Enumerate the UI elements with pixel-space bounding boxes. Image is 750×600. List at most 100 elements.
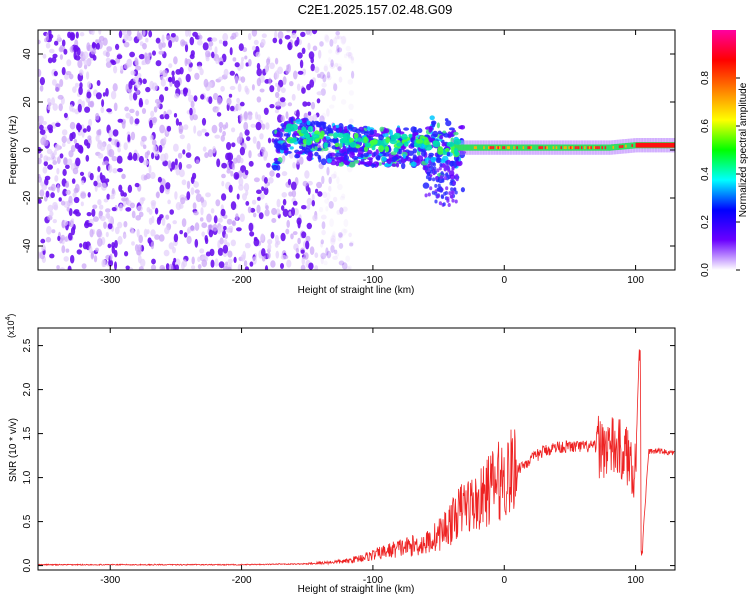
noise-speckle <box>246 136 251 142</box>
noise-speckle <box>305 235 311 242</box>
noise-speckle <box>131 241 135 246</box>
noise-speckle <box>310 63 315 72</box>
noise-speckle <box>309 246 315 256</box>
noise-speckle <box>335 31 341 36</box>
noise-speckle <box>95 247 99 252</box>
noise-speckle <box>332 231 336 238</box>
noise-speckle <box>38 68 42 77</box>
noise-speckle <box>43 161 48 167</box>
noise-speckle <box>320 241 324 248</box>
noise-speckle <box>300 264 306 270</box>
band-core <box>519 144 522 151</box>
signal-cloud-cell <box>299 122 304 129</box>
noise-speckle <box>122 192 127 197</box>
noise-speckle <box>235 213 239 221</box>
noise-speckle <box>265 122 270 130</box>
noise-speckle <box>321 112 327 119</box>
noise-speckle <box>337 66 342 72</box>
signal-tail-cell <box>436 168 440 173</box>
noise-speckle <box>61 129 68 136</box>
band-core <box>558 144 561 151</box>
noise-speckle <box>245 189 249 196</box>
noise-speckle <box>243 183 250 192</box>
signal-tail-cell <box>434 199 438 204</box>
heat-cells <box>38 30 675 270</box>
noise-speckle <box>191 265 196 270</box>
noise-speckle <box>297 52 303 59</box>
noise-speckle <box>135 81 141 89</box>
noise-speckle <box>161 34 165 44</box>
noise-speckle <box>247 58 252 67</box>
noise-speckle <box>226 97 232 106</box>
signal-cloud-cell <box>412 148 417 154</box>
noise-speckle <box>173 257 177 263</box>
noise-speckle <box>261 186 265 192</box>
y-tick-label: -20 <box>22 190 33 205</box>
signal-blob <box>423 139 430 146</box>
noise-speckle <box>305 240 310 250</box>
noise-speckle <box>240 165 247 174</box>
noise-speckle <box>295 247 299 254</box>
band-peak <box>541 146 544 150</box>
noise-speckle <box>257 196 261 201</box>
noise-speckle <box>215 108 219 114</box>
noise-speckle <box>127 184 133 193</box>
noise-speckle <box>49 210 54 217</box>
noise-speckle <box>98 30 102 35</box>
noise-speckle <box>311 30 318 35</box>
noise-speckle <box>282 208 289 217</box>
noise-speckle <box>192 202 197 210</box>
noise-speckle <box>141 135 147 142</box>
signal-cloud-cell <box>308 151 313 156</box>
noise-speckle <box>197 39 203 46</box>
noise-speckle <box>274 30 278 40</box>
noise-speckle <box>159 264 165 270</box>
signal-cloud-cell <box>351 146 358 153</box>
signal-cloud-cell <box>379 126 385 132</box>
signal-tail-cell <box>453 161 457 166</box>
noise-speckle <box>290 233 294 240</box>
signal-blob <box>393 147 399 153</box>
noise-speckle <box>164 113 170 120</box>
noise-speckle <box>79 32 85 37</box>
noise-speckle <box>173 143 179 152</box>
noise-speckle <box>248 150 252 159</box>
noise-speckle <box>208 41 214 47</box>
noise-speckle <box>51 79 57 86</box>
band-core <box>532 144 535 151</box>
noise-speckle <box>322 191 328 198</box>
noise-speckle <box>158 144 163 153</box>
band-core <box>535 144 538 151</box>
noise-speckle <box>101 99 105 108</box>
x-tick-label: -100 <box>363 575 383 586</box>
noise-speckle <box>314 66 320 73</box>
band-core <box>634 142 637 149</box>
band-peak <box>513 146 516 150</box>
snr-line-path <box>38 349 675 567</box>
noise-speckle <box>135 110 140 117</box>
noise-speckle <box>81 100 85 108</box>
noise-speckle <box>192 114 198 121</box>
band-peak <box>604 146 607 150</box>
noise-speckle <box>319 206 324 213</box>
noise-speckle <box>125 112 131 119</box>
band-peak <box>473 146 476 150</box>
noise-speckle <box>85 154 90 162</box>
noise-speckle <box>38 174 41 179</box>
noise-speckle <box>84 221 90 229</box>
signal-cloud-cell <box>410 126 417 133</box>
noise-speckle <box>151 258 156 265</box>
noise-speckle <box>52 201 58 210</box>
band-peak <box>528 146 531 150</box>
noise-speckle <box>123 221 128 228</box>
noise-speckle <box>253 177 260 183</box>
noise-speckle <box>165 189 170 195</box>
noise-speckle <box>348 118 354 124</box>
noise-speckle <box>58 197 62 202</box>
noise-speckle <box>230 170 234 177</box>
noise-speckle <box>197 65 202 71</box>
noise-speckle <box>227 258 233 264</box>
noise-speckle <box>141 60 145 66</box>
noise-speckle <box>167 199 171 205</box>
noise-speckle <box>282 198 287 206</box>
